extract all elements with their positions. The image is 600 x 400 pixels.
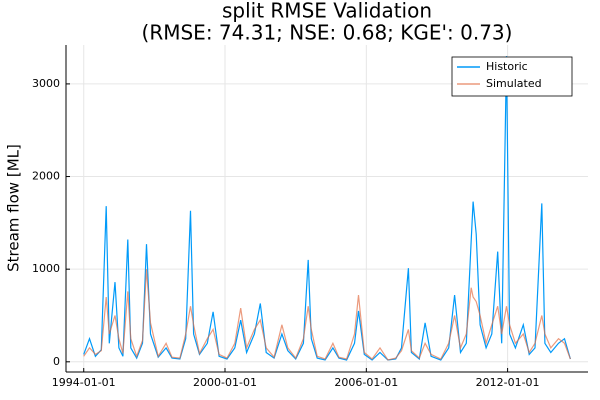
legend-box	[451, 56, 573, 97]
chart-title: split RMSE Validation	[222, 0, 432, 23]
y-tick-label: 0	[53, 355, 60, 368]
y-tick-label: 1000	[32, 262, 60, 275]
series-line	[83, 56, 571, 361]
legend-label: Historic	[486, 60, 528, 73]
y-tick-label: 3000	[32, 77, 60, 90]
legend-label: Simulated	[486, 77, 542, 90]
y-axis-label: Stream flow [ML]	[5, 144, 23, 272]
chart-title: (RMSE: 74.31; NSE: 0.68; KGE': 0.73)	[142, 21, 513, 45]
series-line	[83, 269, 571, 361]
x-tick-label: 2012-01-01	[476, 376, 540, 389]
y-tick-label: 2000	[32, 170, 60, 183]
x-tick-label: 2006-01-01	[334, 376, 398, 389]
x-tick-label: 2000-01-01	[193, 376, 257, 389]
x-tick-label: 1994-01-01	[52, 376, 116, 389]
